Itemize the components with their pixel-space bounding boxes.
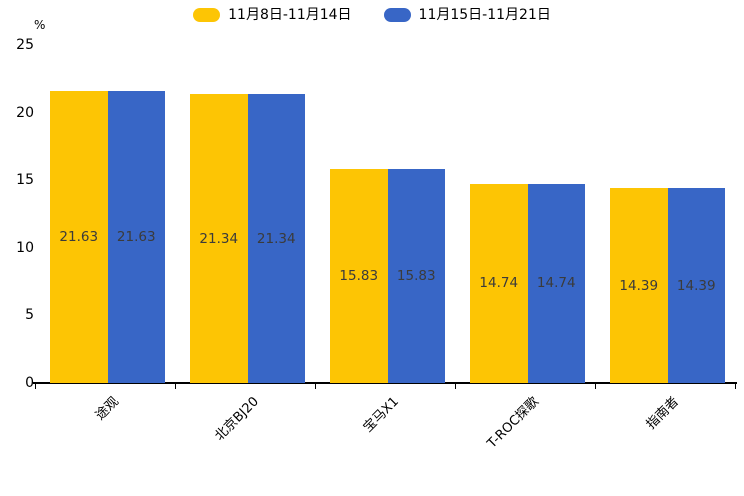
x-category-label-T-ROC探歌: T-ROC探歌 [484, 394, 542, 452]
bar-11月8日-11月14日-途观[interactable] [50, 90, 108, 383]
bar-11月8日-11月14日-北京BJ20[interactable] [190, 94, 248, 383]
bar-value-label: 14.39 [676, 277, 716, 294]
bar-value-label: 21.63 [59, 228, 99, 245]
bar-value-label: 21.34 [256, 230, 296, 247]
y-tick-label: 10 [16, 239, 34, 256]
x-category-label-途观: 途观 [92, 394, 122, 424]
x-category-label-北京BJ20: 北京BJ20 [212, 394, 262, 445]
x-axis-line [33, 382, 737, 384]
bar-11月15日-11月21日-T-ROC探歌[interactable] [527, 183, 585, 383]
bar-11月15日-11月21日-指南者[interactable] [667, 188, 725, 383]
x-axis-tick [174, 383, 176, 389]
y-tick-label: 0 [25, 375, 34, 391]
bar-value-label: 14.74 [536, 275, 576, 292]
x-category-label-宝马X1: 宝马X1 [360, 394, 402, 436]
x-axis-tick [454, 383, 456, 389]
bar-value-label: 15.83 [396, 267, 436, 284]
bar-value-label: 15.83 [339, 267, 379, 284]
bar-11月8日-11月14日-宝马X1[interactable] [330, 168, 388, 383]
legend-swatch-blue-icon [383, 8, 411, 22]
bar-value-label: 14.39 [619, 277, 659, 294]
bar-value-label: 21.63 [116, 228, 156, 245]
legend-item-week1[interactable]: 11月8日-11月14日 [193, 7, 352, 23]
bar-11月8日-11月14日-T-ROC探歌[interactable] [470, 183, 528, 383]
x-category-label-指南者: 指南者 [643, 394, 682, 433]
legend-label-week2: 11月15日-11月21日 [418, 7, 551, 23]
bar-11月8日-11月14日-指南者[interactable] [610, 188, 668, 383]
bar-value-label: 14.74 [479, 275, 519, 292]
bar-11月15日-11月21日-途观[interactable] [107, 90, 165, 383]
chart-legend: 11月8日-11月14日 11月15日-11月21日 [0, 8, 744, 22]
legend-item-week2[interactable]: 11月15日-11月21日 [383, 7, 551, 23]
y-tick-label: 25 [16, 37, 34, 53]
legend-label-week1: 11月8日-11月14日 [228, 7, 352, 23]
bar-value-label: 21.34 [199, 230, 239, 247]
bar-11月15日-11月21日-北京BJ20[interactable] [247, 94, 305, 383]
y-tick-label: 20 [16, 104, 34, 121]
x-axis-tick [314, 383, 316, 389]
y-axis-unit-label: % [34, 18, 46, 32]
x-axis-tick [34, 383, 36, 389]
y-tick-label: 15 [16, 172, 34, 189]
y-tick-label: 5 [25, 307, 34, 324]
x-axis-tick [594, 383, 596, 389]
x-axis-tick [734, 383, 736, 389]
bar-11月15日-11月21日-宝马X1[interactable] [387, 168, 445, 383]
legend-swatch-yellow-icon [193, 8, 221, 22]
